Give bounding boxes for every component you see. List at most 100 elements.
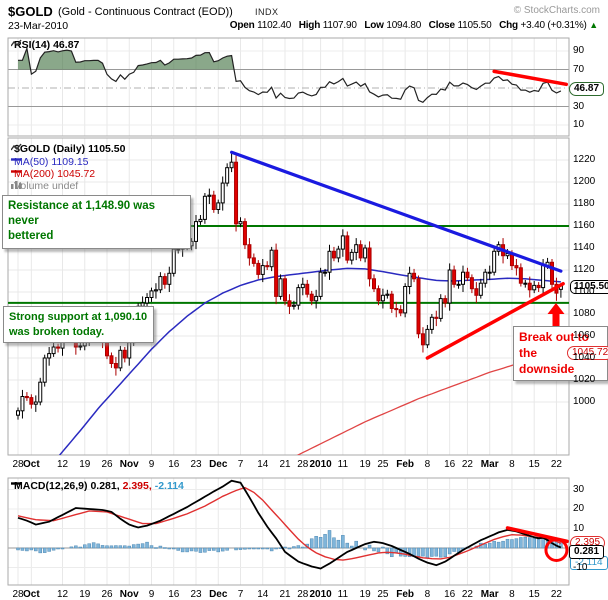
x-axis-tick-label: 7 bbox=[238, 589, 244, 600]
x-axis-tick-label: 16 bbox=[168, 459, 180, 470]
candle bbox=[416, 275, 421, 339]
candle bbox=[216, 199, 221, 214]
candle bbox=[514, 259, 519, 276]
candle bbox=[318, 267, 323, 300]
candle bbox=[225, 163, 230, 187]
price-legend: $GOLD (Daily) 1105.50 bbox=[11, 143, 125, 155]
macd-line bbox=[17, 479, 562, 570]
volume-legend: Volume undef bbox=[11, 180, 78, 192]
x-axis-tick-label: 25 bbox=[377, 589, 389, 600]
candle bbox=[434, 310, 439, 327]
candle bbox=[283, 275, 287, 306]
x-axis-tick-label: Mar bbox=[481, 589, 499, 600]
candle bbox=[198, 215, 203, 225]
macd-highlight-circle bbox=[544, 537, 569, 562]
candle bbox=[389, 290, 394, 313]
chart-date: 23-Mar-2010 bbox=[8, 20, 69, 32]
x-axis-tick-label: 19 bbox=[79, 459, 91, 470]
candle bbox=[113, 356, 118, 376]
candle bbox=[536, 282, 541, 292]
candle bbox=[323, 268, 328, 277]
x-axis-tick-label: 16 bbox=[168, 589, 180, 600]
candle bbox=[305, 279, 310, 298]
price-ytick-label: 1200 bbox=[573, 176, 596, 187]
candle bbox=[202, 193, 207, 224]
x-axis-tick-label: 21 bbox=[279, 459, 291, 470]
price-ytick-label: 1120 bbox=[573, 264, 595, 275]
x-axis-tick-label: 22 bbox=[551, 459, 563, 470]
x-axis-tick-label: 14 bbox=[257, 589, 269, 600]
candle bbox=[24, 392, 29, 401]
candle bbox=[47, 347, 52, 366]
candle bbox=[211, 190, 216, 213]
candle bbox=[398, 305, 403, 317]
x-axis-tick-label: 12 bbox=[57, 459, 69, 470]
x-axis-tick-label: 28 bbox=[297, 589, 309, 600]
x-axis-tick-label: 8 bbox=[425, 459, 431, 470]
x-axis-tick-label: 8 bbox=[509, 589, 515, 600]
breakout-arrow-icon bbox=[547, 303, 565, 327]
x-axis-tick-label: Feb bbox=[396, 589, 414, 600]
candle bbox=[452, 265, 457, 288]
price-ytick-label: 1080 bbox=[573, 308, 596, 319]
candle bbox=[349, 249, 354, 265]
macd-signal-value: 2.395, bbox=[122, 480, 152, 492]
candle bbox=[153, 283, 158, 299]
macd-ytick-label: 10 bbox=[573, 522, 585, 534]
x-axis-tick-label: 14 bbox=[257, 459, 269, 470]
candle bbox=[331, 246, 336, 262]
price-ytick-label: 1060 bbox=[573, 330, 596, 341]
ma200-value-tag: 1045.72 bbox=[567, 346, 608, 360]
candle bbox=[483, 268, 488, 288]
candle bbox=[487, 265, 492, 280]
macd-series bbox=[16, 479, 563, 570]
candle bbox=[278, 274, 283, 300]
candle bbox=[380, 288, 385, 309]
stockcharts-credit: © StockCharts.com bbox=[513, 5, 600, 16]
candle bbox=[158, 272, 163, 294]
rsi-trendline bbox=[492, 69, 568, 87]
candle bbox=[363, 244, 368, 263]
x-axis-tick-label: Nov bbox=[120, 589, 139, 600]
candle bbox=[300, 277, 305, 296]
candle bbox=[394, 301, 399, 318]
blue-descending-trendline bbox=[230, 150, 563, 273]
rsi-ytick-label: 90 bbox=[573, 45, 585, 56]
x-axis-tick-label: 7 bbox=[238, 459, 244, 470]
candle bbox=[478, 278, 483, 299]
candle bbox=[518, 263, 523, 287]
macd-histogram bbox=[16, 530, 563, 558]
candle bbox=[29, 394, 34, 409]
candle bbox=[118, 345, 123, 372]
candle bbox=[220, 176, 225, 211]
price-ytick-label: 1140 bbox=[573, 242, 595, 253]
panel-border bbox=[7, 477, 570, 586]
x-axis-tick-label: 22 bbox=[462, 589, 474, 600]
x-axis-tick-label: 19 bbox=[360, 589, 372, 600]
x-axis-tick-label: 22 bbox=[551, 589, 563, 600]
x-axis-tick-label: 28 bbox=[12, 589, 24, 600]
candle bbox=[492, 246, 497, 276]
candle bbox=[38, 377, 43, 406]
candle bbox=[429, 314, 434, 334]
price-ytick-label: 1020 bbox=[573, 374, 596, 385]
macd-value-tag: 0.281 bbox=[569, 545, 605, 559]
symbol-exchange: INDX bbox=[255, 7, 279, 17]
candle bbox=[345, 231, 350, 264]
close-value: 1105.50 bbox=[457, 20, 492, 31]
candle bbox=[234, 155, 239, 232]
macd-hist-value: -2.114 bbox=[154, 480, 184, 492]
x-axis-tick-label: Dec bbox=[209, 459, 228, 470]
candle bbox=[109, 352, 114, 368]
candle bbox=[420, 327, 425, 353]
candle bbox=[474, 282, 479, 303]
close-label: Close bbox=[428, 20, 455, 31]
x-axis-tick-label: 16 bbox=[444, 589, 456, 600]
x-axis-tick-label: 28 bbox=[297, 459, 309, 470]
ma50-line bbox=[58, 267, 561, 455]
macd-ytick-label: -10 bbox=[573, 561, 588, 573]
candle bbox=[314, 289, 319, 309]
candle bbox=[309, 290, 314, 306]
candle bbox=[327, 244, 332, 280]
